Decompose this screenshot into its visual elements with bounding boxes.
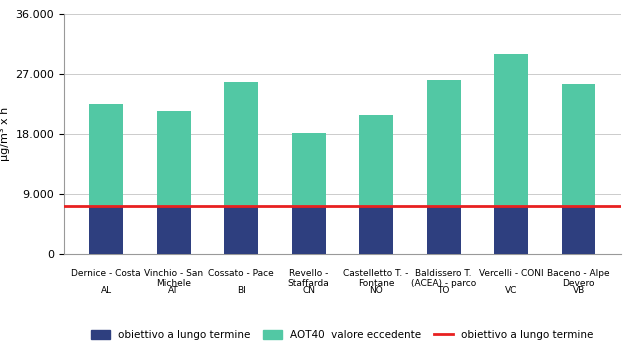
Bar (292, 133, 326, 206)
Text: NO: NO (369, 286, 383, 295)
Text: Revello -
Staffarda: Revello - Staffarda (288, 269, 330, 288)
Bar (494, 54, 528, 206)
Text: Baceno - Alpe
Devero: Baceno - Alpe Devero (547, 269, 610, 288)
Text: VC: VC (505, 286, 517, 295)
Bar (562, 84, 595, 206)
Bar (157, 111, 191, 206)
Text: Cossato - Pace: Cossato - Pace (208, 269, 274, 278)
Text: CN: CN (302, 286, 315, 295)
Bar (90, 206, 123, 254)
Text: AT: AT (168, 286, 179, 295)
Text: BI: BI (237, 286, 246, 295)
Text: Castelletto T. -
Fontane: Castelletto T. - Fontane (344, 269, 409, 288)
Text: TO: TO (438, 286, 450, 295)
Text: Vinchio - San
Michele: Vinchio - San Michele (144, 269, 204, 288)
Bar (157, 206, 191, 254)
Bar (562, 206, 595, 254)
Legend: obiettivo a lungo termine, AOT40  valore eccedente, obiettivo a lungo termine: obiettivo a lungo termine, AOT40 valore … (92, 330, 593, 340)
Bar (359, 115, 393, 206)
Y-axis label: µg/m³ x h: µg/m³ x h (0, 107, 10, 161)
Bar (224, 82, 258, 206)
Bar (292, 206, 326, 254)
Text: Baldissero T.
(ACEA) - parco: Baldissero T. (ACEA) - parco (411, 269, 476, 288)
Bar (427, 206, 461, 254)
Text: Dernice - Costa: Dernice - Costa (72, 269, 141, 278)
Text: AL: AL (100, 286, 112, 295)
Text: VB: VB (573, 286, 585, 295)
Bar (359, 206, 393, 254)
Bar (427, 80, 461, 206)
Bar (494, 206, 528, 254)
Bar (90, 104, 123, 206)
Bar (224, 206, 258, 254)
Text: Vercelli - CONI: Vercelli - CONI (479, 269, 543, 278)
